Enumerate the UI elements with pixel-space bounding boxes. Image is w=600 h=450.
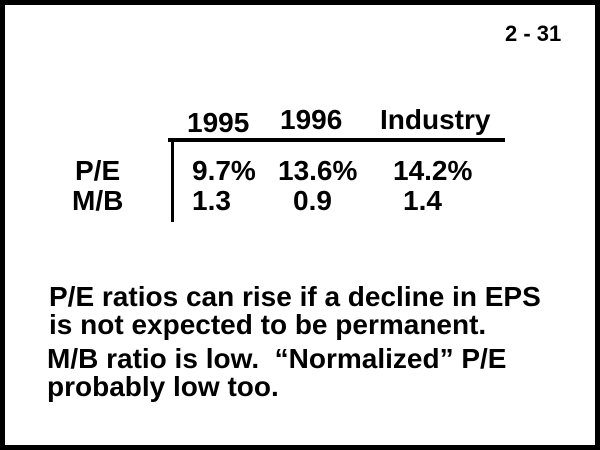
table-header-industry: Industry: [380, 104, 491, 135]
cell-pe-industry: 14.2%: [393, 155, 473, 186]
row-label-mb: M/B: [72, 185, 124, 216]
body-paragraph-2-line-2: probably low too.: [47, 371, 279, 402]
cell-pe-1996: 13.6%: [278, 155, 358, 186]
body-paragraph-1-line-1: P/E ratios can rise if a decline in EPS: [49, 281, 541, 312]
cell-pe-1995: 9.7%: [192, 155, 256, 186]
table-header-1996: 1996: [280, 104, 343, 135]
row-label-pe: P/E: [75, 155, 121, 186]
body-paragraph-1-line-2: is not expected to be permanent.: [49, 309, 487, 340]
table-left-rule: [171, 141, 174, 222]
cell-mb-1996: 0.9: [293, 185, 332, 216]
cell-mb-industry: 1.4: [403, 185, 442, 216]
table-header-1995: 1995: [187, 107, 250, 138]
table-top-rule: [168, 138, 505, 142]
slide-number: 2 - 31: [505, 21, 562, 46]
body-paragraph-2-line-1: M/B ratio is low. “Normalized” P/E: [47, 343, 507, 374]
cell-mb-1995: 1.3: [192, 185, 231, 216]
